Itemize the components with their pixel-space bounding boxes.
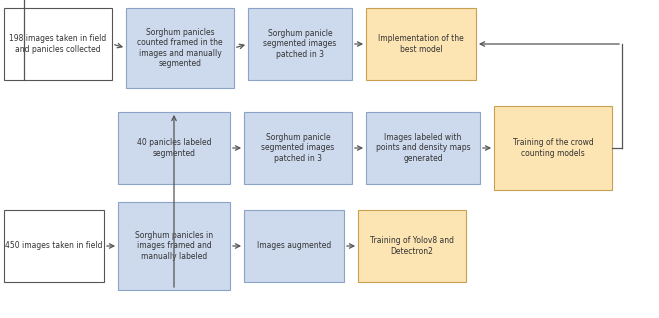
FancyBboxPatch shape (494, 106, 612, 190)
FancyBboxPatch shape (4, 210, 104, 282)
Text: 40 panicles labeled
segmented: 40 panicles labeled segmented (137, 138, 212, 158)
Text: Implementation of the
best model: Implementation of the best model (378, 34, 464, 54)
Text: 198 images taken in field
and panicles collected: 198 images taken in field and panicles c… (9, 34, 107, 54)
FancyBboxPatch shape (118, 112, 230, 184)
Text: 450 images taken in field: 450 images taken in field (5, 241, 103, 251)
FancyBboxPatch shape (244, 210, 344, 282)
Text: Sorghum panicles in
images framed and
manually labeled: Sorghum panicles in images framed and ma… (135, 231, 213, 261)
Text: Sorghum panicle
segmented images
patched in 3: Sorghum panicle segmented images patched… (262, 133, 335, 163)
FancyBboxPatch shape (126, 8, 234, 88)
Text: Sorghum panicle
segmented images
patched in 3: Sorghum panicle segmented images patched… (264, 29, 337, 59)
FancyBboxPatch shape (366, 8, 476, 80)
Text: Training of Yolov8 and
Detectron2: Training of Yolov8 and Detectron2 (370, 236, 454, 256)
FancyBboxPatch shape (4, 8, 112, 80)
FancyBboxPatch shape (244, 112, 352, 184)
Text: Sorghum panicles
counted framed in the
images and manually
segmented: Sorghum panicles counted framed in the i… (137, 28, 223, 68)
FancyBboxPatch shape (248, 8, 352, 80)
FancyBboxPatch shape (358, 210, 466, 282)
Text: Training of the crowd
counting models: Training of the crowd counting models (513, 138, 593, 158)
Text: Images augmented: Images augmented (257, 241, 331, 251)
FancyBboxPatch shape (118, 202, 230, 290)
FancyBboxPatch shape (366, 112, 480, 184)
Text: Images labeled with
points and density maps
generated: Images labeled with points and density m… (376, 133, 471, 163)
